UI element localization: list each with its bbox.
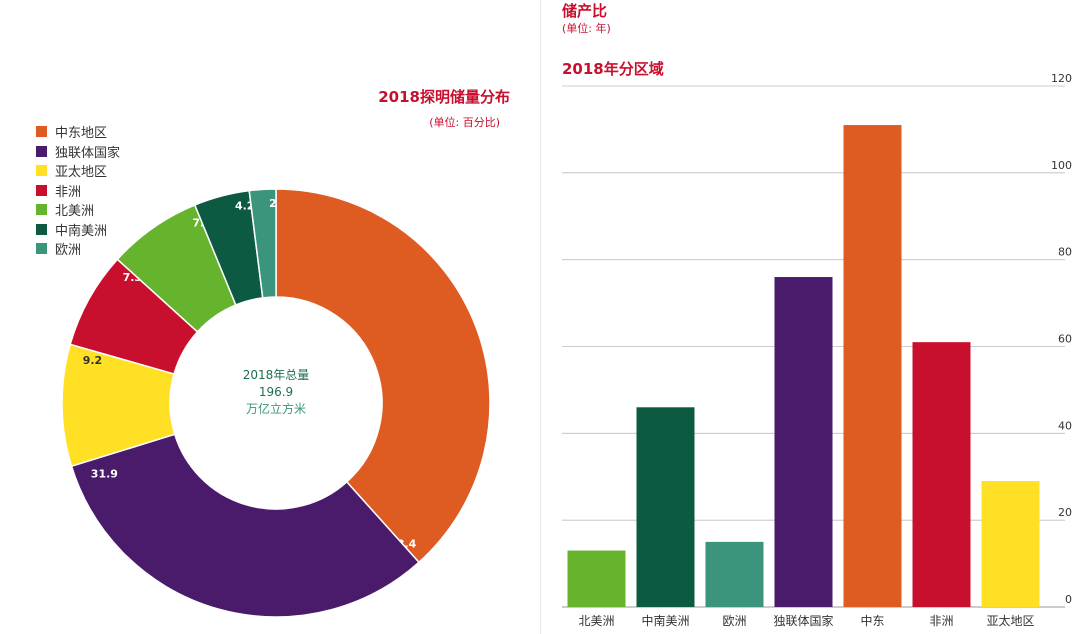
donut-value-label: 2 (269, 197, 277, 210)
panel-divider (540, 0, 541, 634)
bar (636, 407, 695, 607)
legend-label: 独联体国家 (55, 145, 121, 161)
donut-slice (248, 188, 277, 299)
x-tick-label: 中东 (860, 613, 884, 628)
y-tick-label: 0 (1065, 593, 1072, 606)
y-tick-label: 20 (1058, 506, 1072, 519)
x-tick-label: 中南美洲 (641, 613, 689, 628)
bar (567, 550, 626, 607)
legend-swatch (36, 126, 47, 138)
legend-swatch (36, 184, 47, 196)
donut-value-label: 9.2 (83, 354, 103, 367)
legend-swatch (36, 165, 47, 177)
x-tick-label: 独联体国家 (773, 613, 833, 628)
x-tick-label: 亚太地区 (986, 613, 1034, 628)
legend-item: 中东地区 (36, 122, 120, 142)
bar-chart: 0 20 40 60 80 100 120 北美洲 中南美洲 欧洲 独联体国家 中东 非洲 亚太地区 (562, 72, 1072, 628)
bar (912, 342, 971, 607)
donut-value-label: 31.9 (91, 467, 118, 480)
y-tick-label: 60 (1058, 333, 1072, 346)
legend-label: 中东地区 (55, 126, 108, 142)
bar (705, 541, 764, 607)
legend-swatch (36, 223, 47, 235)
bar-panel: 储产比 (单位: 年) 2018年分区域 0 20 40 60 80 100 120 北美洲 中… (540, 0, 1080, 634)
center-total-value: 196.9 (259, 385, 293, 399)
legend-item: 欧洲 (36, 239, 120, 259)
legend-label: 亚太地区 (55, 165, 108, 181)
donut-slice (275, 188, 491, 564)
x-tick-label: 欧洲 (722, 614, 746, 628)
legend-item: 亚太地区 (36, 161, 120, 181)
y-tick-label: 100 (1051, 159, 1072, 172)
legend-swatch (36, 204, 47, 216)
y-tick-label: 40 (1058, 419, 1072, 432)
y-tick-label: 120 (1051, 72, 1072, 85)
donut-panel: 2018探明储量分布 (单位: 百分比) 中东地区 独联体国家 亚太地区 非洲 北美洲中… (36, 88, 510, 618)
bar (843, 125, 902, 607)
reserve-production-ratio-title: 储产比 (562, 2, 608, 20)
x-tick-label: 非洲 (929, 614, 953, 628)
center-unit: 万亿立方米 (246, 401, 306, 416)
y-tick-label: 80 (1058, 246, 1072, 259)
x-tick-label: 北美洲 (578, 614, 614, 628)
donut-unit: (单位: 百分比) (429, 116, 500, 129)
legend-label: 北美洲 (55, 204, 95, 220)
bar (774, 277, 833, 607)
legend-item: 独联体国家 (36, 142, 120, 162)
bar-unit: (单位: 年) (562, 22, 611, 35)
legend-item: 中南美洲 (36, 220, 120, 240)
donut-value-label: 4.2 (235, 199, 255, 212)
legend-label: 欧洲 (55, 243, 82, 259)
legend-label: 非洲 (55, 184, 82, 200)
legend-swatch (36, 145, 47, 157)
donut-slice (70, 433, 420, 618)
legend-swatch (36, 243, 47, 255)
legend-item: 北美洲 (36, 200, 120, 220)
legend-label: 中南美洲 (55, 223, 108, 239)
bar-title: 2018年分区域 (562, 60, 664, 78)
bar (981, 481, 1040, 607)
donut-legend: 中东地区独联体国家亚太地区非洲北美洲中南美洲欧洲 (36, 122, 120, 259)
donut-title: 2018探明储量分布 (378, 88, 510, 106)
center-title: 2018年总量 (243, 368, 310, 382)
legend-item: 非洲 (36, 181, 120, 201)
